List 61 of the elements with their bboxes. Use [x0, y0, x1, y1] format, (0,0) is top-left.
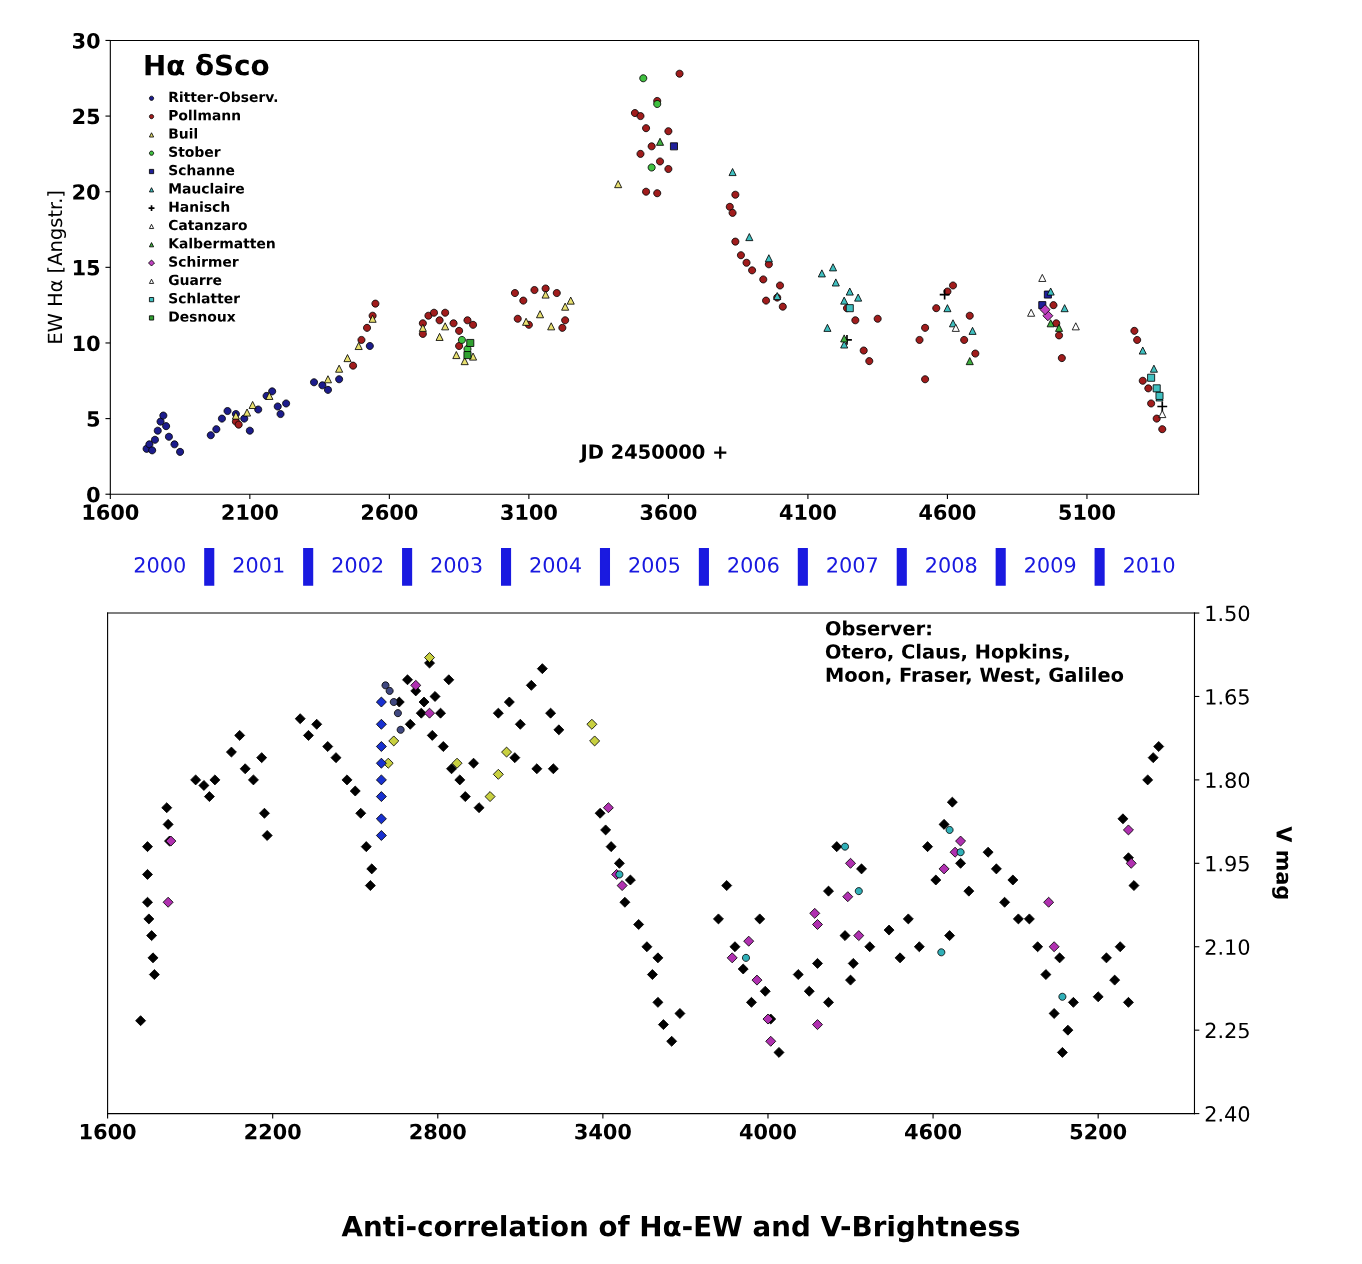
text: 2002	[332, 557, 383, 573]
text: 2004	[530, 557, 581, 573]
legend-label: Hanisch	[169, 201, 230, 212]
legend-label: Schlatter	[169, 292, 240, 304]
y-tick-label: 30	[73, 32, 100, 49]
x-tick-label: 3400	[575, 1123, 631, 1140]
y-tick-label: 10	[73, 335, 100, 352]
legend-label: Guarre	[168, 274, 222, 286]
text: 2001	[233, 557, 284, 573]
y-tick-label: 20	[73, 184, 100, 200]
x-tick-label: 4600	[905, 1123, 962, 1140]
legend-label: Stober	[169, 146, 221, 158]
y-tick-label: 2.40	[1205, 1106, 1250, 1122]
y-tick-label: 1.95	[1206, 855, 1249, 872]
legend-label: Ritter-Observ.	[169, 91, 278, 103]
x-tick-label: 2600	[362, 504, 418, 521]
x-tick-label: 3600	[640, 504, 697, 521]
annotation: JD 2450000 +	[579, 444, 727, 463]
text: 2000	[134, 557, 185, 573]
x-tick-label: 2800	[410, 1123, 466, 1140]
text: 2006	[728, 557, 779, 573]
x-tick-label: 1600	[80, 1123, 136, 1140]
legend-label: Mauclaire	[169, 182, 244, 194]
text: Anti-correlation of Hα-EW and V-Brightness	[341, 1215, 1020, 1243]
y-tick-label: 15	[73, 260, 100, 276]
text: 2005	[629, 557, 680, 573]
legend-label: Schanne	[169, 164, 235, 176]
y-tick-label: 0	[87, 486, 100, 503]
legend-label: Schirmer	[169, 256, 239, 267]
x-tick-label: 4100	[779, 504, 836, 521]
y-axis-title: V mag	[1272, 826, 1292, 899]
point	[938, 288, 951, 301]
text: 2003	[431, 557, 482, 573]
text: 2007	[827, 557, 878, 573]
y-tick-label: 1.80	[1206, 772, 1250, 789]
point	[1156, 400, 1169, 413]
y-tick-label: 1.65	[1206, 688, 1249, 705]
x-tick-label: 5100	[1059, 504, 1115, 521]
x-tick-label: 3100	[501, 504, 557, 521]
y-tick-label: 2.10	[1205, 939, 1250, 955]
x-tick-label: 5200	[1070, 1123, 1127, 1140]
x-tick-label: 4600	[919, 504, 976, 521]
y-tick-label: 1.50	[1206, 605, 1250, 622]
legend-label: Buil	[169, 127, 198, 139]
legend-label: Kalbermatten	[169, 237, 275, 249]
text: 2008	[926, 557, 977, 573]
y-tick-label: 5	[87, 411, 100, 427]
text: 2010	[1124, 557, 1175, 573]
y-tick-label: 25	[73, 108, 100, 125]
annotation: Observer: Otero, Claus, Hopkins, Moon, Fraser, West, Galileo	[825, 620, 1124, 685]
x-tick-label: 4000	[739, 1123, 796, 1140]
y-tick-label: 2.25	[1205, 1022, 1249, 1039]
legend-label: Catanzaro	[168, 219, 247, 231]
text: 2009	[1025, 557, 1076, 573]
x-tick-label: 1600	[83, 504, 139, 521]
chart-title: Hα δSco	[145, 53, 269, 76]
legend-label: Desnoux	[169, 311, 236, 322]
x-tick-label: 2100	[222, 504, 278, 521]
x-tick-label: 2200	[245, 1123, 301, 1140]
legend-label: Pollmann	[169, 109, 240, 121]
y-axis-title: EW Hα [Angstr.]	[47, 191, 67, 343]
